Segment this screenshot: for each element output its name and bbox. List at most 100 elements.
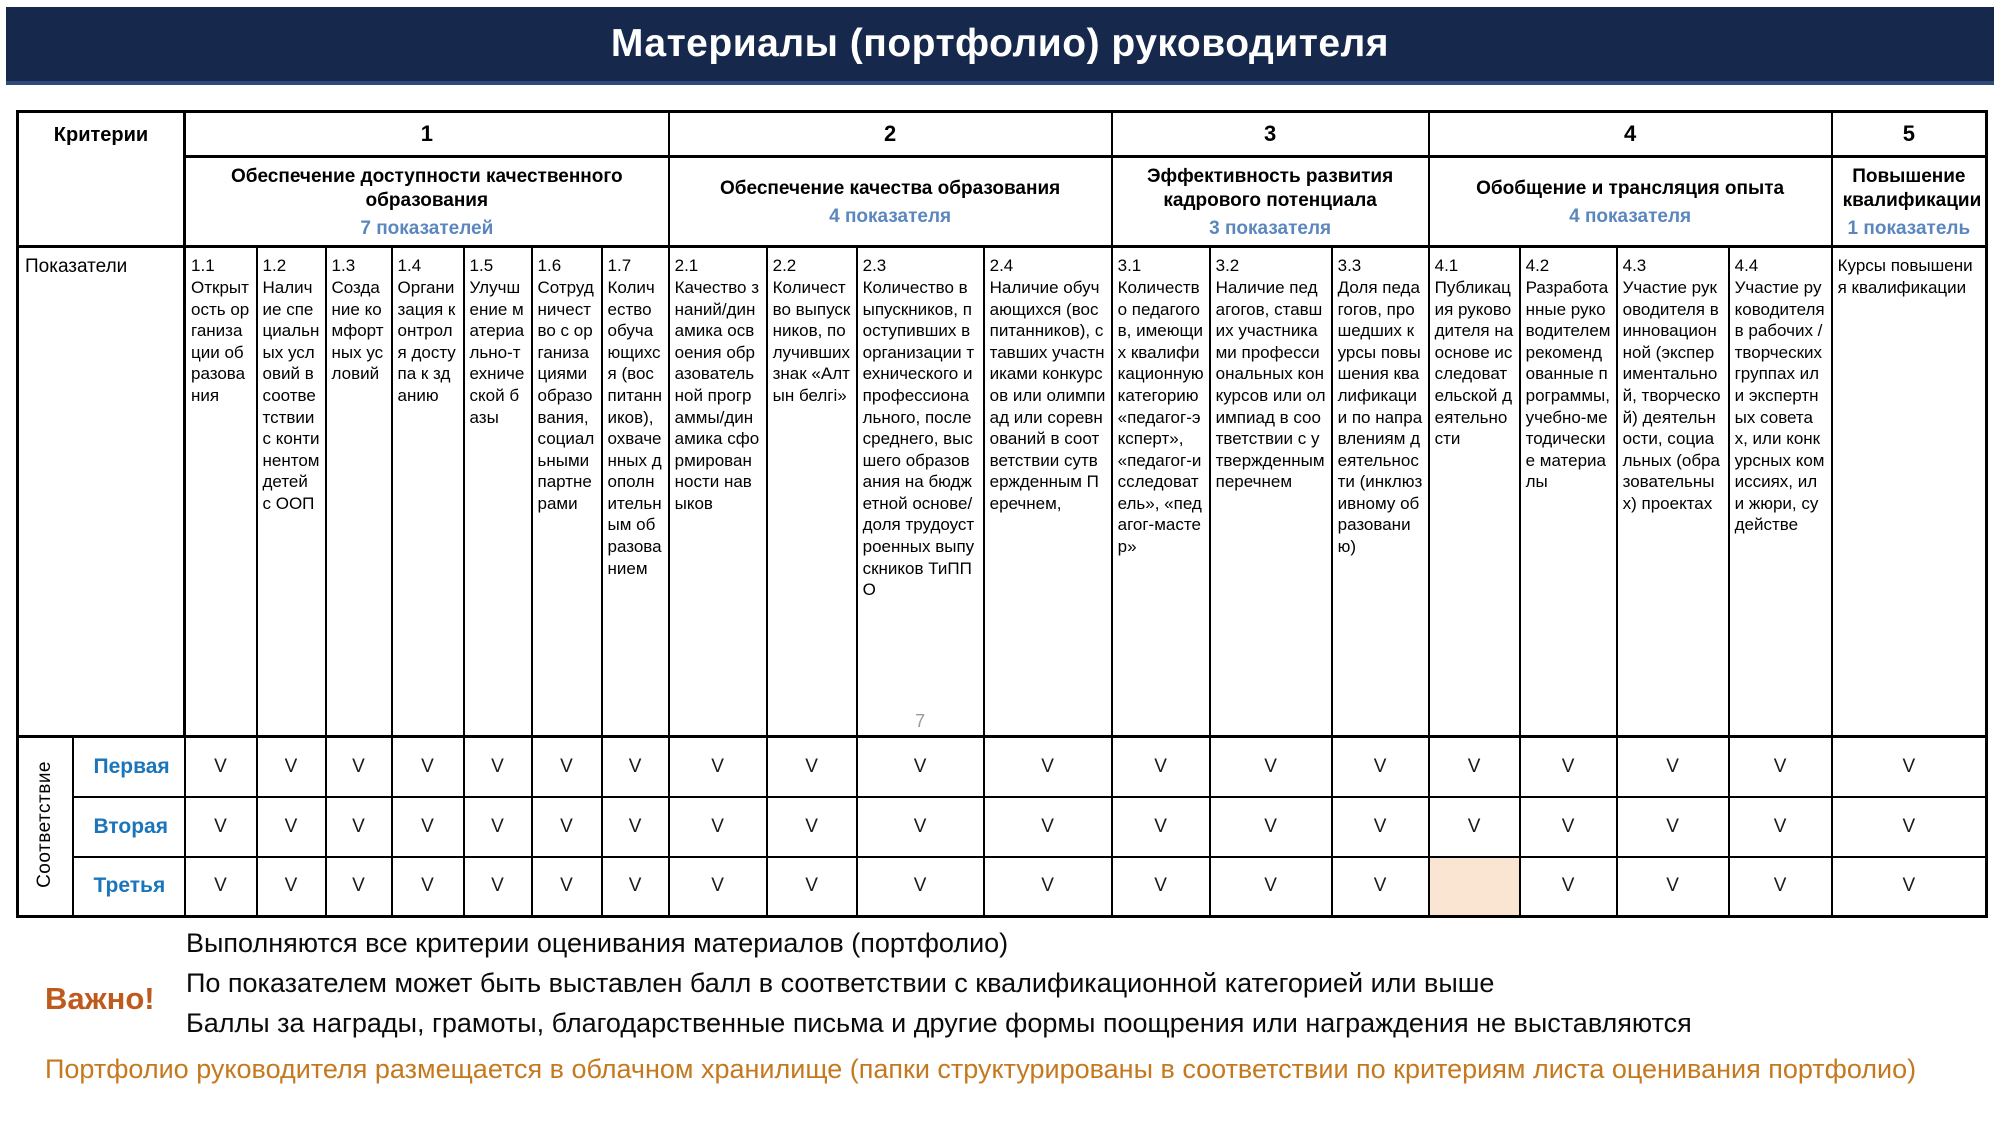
indicator-id: 1.7 bbox=[607, 256, 632, 275]
criteria-group-header-5: Повышение квалификации 1 показатель bbox=[1830, 155, 1988, 248]
check-cell: V bbox=[855, 735, 985, 798]
category-row-label: Первая bbox=[71, 735, 186, 798]
notes-block: Выполняются все критерии оценивания мате… bbox=[186, 923, 1956, 1043]
indicator-text: Количество выпускников, поступивших в ор… bbox=[862, 278, 975, 600]
indicator-cell-4.4: 4.4 Участие руководителя в рабочих / твор… bbox=[1727, 245, 1833, 738]
indicator-cell-3.3: 3.3 Доля педагогов, прошедших курсы повыш… bbox=[1330, 245, 1430, 738]
check-cell: V bbox=[183, 735, 258, 798]
check-cell: V bbox=[1330, 855, 1430, 918]
check-cell: V bbox=[1208, 795, 1333, 858]
check-cell: V bbox=[1110, 735, 1211, 798]
indicator-text: Разработанные руководителем рекомендован… bbox=[1525, 278, 1611, 492]
indicator-id: 4.3 bbox=[1622, 256, 1647, 275]
important-label: Важно! bbox=[45, 981, 155, 1016]
check-cell: V bbox=[530, 735, 603, 798]
criteria-group-number-5: 5 bbox=[1830, 110, 1988, 158]
indicator-text: Организация контроля доступа к зданию bbox=[397, 278, 456, 405]
criteria-group-header-1: Обеспечение доступности качественного об… bbox=[183, 155, 670, 248]
check-cell: V bbox=[1427, 795, 1521, 858]
indicator-cell-1.5: 1.5 Улучшение материально-технической баз… bbox=[462, 245, 533, 738]
empty-highlight-cell bbox=[1427, 855, 1521, 918]
check-cell: V bbox=[765, 735, 858, 798]
check-cell: V bbox=[255, 795, 327, 858]
check-cell: V bbox=[462, 735, 533, 798]
compliance-label: Соответствие bbox=[34, 760, 56, 888]
indicator-count-badge: 4 показателя bbox=[1569, 205, 1692, 227]
indicators-header-label: Показатели bbox=[16, 245, 187, 738]
check-cell: V bbox=[1427, 735, 1521, 798]
indicator-text: Количество педагогов, имеющих квалификац… bbox=[1117, 278, 1204, 557]
indicator-id: 3.3 bbox=[1337, 256, 1362, 275]
indicator-id: 2.3 bbox=[862, 256, 887, 275]
indicator-cell-4.2: 4.2 Разработанные руководителем рекомендо… bbox=[1518, 245, 1618, 738]
indicator-count-badge: 4 показателя bbox=[829, 205, 952, 227]
criteria-number-row: Критерии 1 2 3 4 5 bbox=[16, 110, 1988, 248]
indicator-id: 1.4 bbox=[397, 256, 422, 275]
footer-note: Портфолио руководителя размещается в обл… bbox=[45, 1054, 1917, 1084]
page-number: 7 bbox=[915, 711, 926, 731]
indicator-text: Наличие педагогов, ставших участниками п… bbox=[1215, 278, 1326, 492]
page-title: Материалы (портфолио) руководителя bbox=[610, 22, 1390, 65]
indicator-id: 1.2 bbox=[262, 256, 287, 275]
indicator-id: 2.2 bbox=[772, 256, 797, 275]
indicator-text: Доля педагогов, прошедших курсы повышени… bbox=[1337, 278, 1423, 557]
category-row-label: Третья bbox=[71, 855, 186, 918]
criteria-name-row: Обеспечение доступности качественного об… bbox=[18, 155, 1988, 248]
check-cell: V bbox=[530, 855, 603, 918]
indicator-id: 2.1 bbox=[674, 256, 699, 275]
check-cell: V bbox=[667, 795, 768, 858]
check-cell: V bbox=[765, 855, 858, 918]
criteria-group-name: Повышение квалификации bbox=[1842, 166, 1982, 211]
indicator-text: Качество знаний/динамика освоения образо… bbox=[674, 278, 760, 513]
indicator-id: 3.1 bbox=[1117, 256, 1142, 275]
indicator-text: Участие руководителя в рабочих / творчес… bbox=[1734, 278, 1825, 535]
check-cell: V bbox=[390, 795, 465, 858]
indicator-id: 1.1 bbox=[191, 256, 215, 275]
indicator-text: Курсы повышения квалификации bbox=[1837, 256, 1973, 297]
check-cell: V bbox=[982, 735, 1113, 798]
check-cell: V bbox=[390, 735, 465, 798]
indicator-cell-1.1: 1.1 Открытость организации образования bbox=[183, 245, 258, 738]
check-cell: V bbox=[1727, 855, 1833, 918]
category-row-3: Третья V V V V V V V V V V V V V V V V V V bbox=[18, 855, 1988, 918]
note-line: По показателем может быть выставлен балл… bbox=[186, 968, 1495, 998]
check-cell: V bbox=[1518, 795, 1618, 858]
check-cell: V bbox=[765, 795, 858, 858]
indicator-id: 4.4 bbox=[1734, 256, 1759, 275]
criteria-group-name: Эффективность развития кадрового потенци… bbox=[1147, 166, 1394, 211]
indicator-text: Наличие специальных условий в соответств… bbox=[262, 278, 320, 513]
check-cell: V bbox=[1615, 735, 1730, 798]
indicator-cell-1.7: 1.7 Количество обучающихся (воспитанников… bbox=[600, 245, 670, 738]
criteria-group-header-2: Обеспечение качества образования 4 показа… bbox=[667, 155, 1113, 248]
check-cell: V bbox=[324, 795, 393, 858]
indicators-row: Показатели 1.1 Открытость организации обра… bbox=[16, 245, 1988, 738]
check-cell: V bbox=[324, 855, 393, 918]
compliance-cell: Соответствие bbox=[16, 735, 74, 918]
check-cell: V bbox=[1518, 735, 1618, 798]
indicator-text: Публикация руководителя на основе исслед… bbox=[1434, 278, 1514, 449]
check-cell: V bbox=[1208, 855, 1333, 918]
indicator-cell-2.4: 2.4 Наличие обучающихся (воспитанников), … bbox=[982, 245, 1113, 738]
check-cell: V bbox=[667, 735, 768, 798]
check-cell: V bbox=[982, 855, 1113, 918]
category-row-label: Вторая bbox=[71, 795, 186, 858]
check-cell: V bbox=[390, 855, 465, 918]
check-cell: V bbox=[462, 855, 533, 918]
note-line: Баллы за награды, грамоты, благодарствен… bbox=[186, 1008, 1692, 1038]
indicator-cell-1.4: 1.4 Организация контроля доступа к зданию bbox=[390, 245, 465, 738]
check-cell: V bbox=[1330, 735, 1430, 798]
check-cell: V bbox=[324, 735, 393, 798]
check-cell: V bbox=[1110, 795, 1211, 858]
indicator-count-badge: 1 показатель bbox=[1847, 217, 1971, 239]
criteria-group-name: Обеспечение доступности качественного об… bbox=[230, 166, 623, 211]
check-cell: V bbox=[1208, 735, 1333, 798]
note-line: Выполняются все критерии оценивания мате… bbox=[186, 928, 1009, 958]
check-cell: V bbox=[1110, 855, 1211, 918]
criteria-group-number-1: 1 bbox=[183, 110, 670, 158]
indicator-text: Участие руководителя в инновационной (эк… bbox=[1622, 278, 1721, 513]
indicator-cell-3.1: 3.1 Количество педагогов, имеющих квалифи… bbox=[1110, 245, 1211, 738]
check-cell: V bbox=[855, 795, 985, 858]
indicator-text: Количество выпускников, получивших знак … bbox=[772, 278, 851, 405]
check-cell: V bbox=[255, 855, 327, 918]
category-row-2: Вторая V V V V V V V V V V V V V V V V V V V bbox=[18, 795, 1988, 858]
